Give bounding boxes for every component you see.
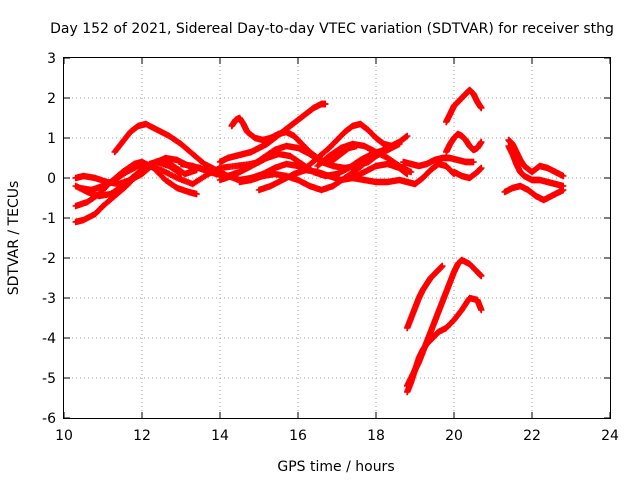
y-axis-label: SDTVAR / TECUs — [6, 181, 22, 296]
x-tick-label: 20 — [445, 428, 463, 444]
x-tick-label: 14 — [211, 428, 229, 444]
series-arc-u — [404, 256, 485, 390]
plot-frame — [63, 57, 611, 419]
series-arc-n — [314, 140, 415, 176]
series-arc-y — [501, 182, 567, 204]
x-tick-label: 12 — [133, 428, 151, 444]
x-tick-label: 22 — [523, 428, 541, 444]
series-arc-i — [216, 100, 329, 166]
y-tick-label: 0 — [47, 171, 56, 187]
series-arc-r — [443, 86, 485, 126]
x-axis-label: GPS time / hours — [277, 459, 394, 475]
series-arc-x — [505, 142, 567, 190]
y-tick-label: -3 — [42, 291, 56, 307]
series-arc-v — [404, 262, 446, 332]
data-point — [478, 306, 485, 314]
data-point — [478, 164, 485, 172]
data-point — [470, 158, 477, 166]
series-arc-s — [450, 164, 485, 182]
data-point — [560, 186, 567, 194]
data-point — [407, 168, 415, 176]
series-arc-o — [349, 160, 458, 188]
data-point — [322, 100, 329, 108]
series-arc-p — [400, 154, 477, 170]
y-tick-label: -1 — [42, 211, 56, 227]
y-tick-label: 1 — [47, 131, 56, 147]
y-tick-label: -4 — [42, 331, 56, 347]
y-tick-label: -2 — [42, 251, 56, 267]
x-tick-label: 24 — [601, 428, 619, 444]
y-tick-label: 2 — [47, 91, 56, 107]
y-tick-label: 3 — [47, 51, 56, 67]
axis-ticks — [63, 57, 611, 419]
y-tick-label: -6 — [42, 411, 56, 427]
data-point — [439, 262, 446, 270]
x-tick-label: 18 — [367, 428, 385, 444]
data-points — [72, 86, 567, 396]
data-point — [404, 132, 411, 140]
y-tick-label: -5 — [42, 371, 56, 387]
x-tick-labels: 10 12 14 16 18 20 22 24 — [55, 428, 619, 444]
data-point — [478, 138, 485, 146]
series-arc-q — [443, 130, 485, 156]
x-tick-label: 16 — [289, 428, 307, 444]
x-tick-label: 10 — [55, 428, 73, 444]
chart-title: Day 152 of 2021, Sidereal Day-to-day VTE… — [50, 21, 614, 37]
y-tick-labels: 3 2 1 0 -1 -2 -3 -4 -5 -6 — [42, 51, 56, 427]
series-arc-w — [505, 136, 567, 180]
series-arc-m — [302, 120, 411, 172]
grid-lines — [64, 58, 610, 418]
data-point — [478, 272, 485, 280]
data-point — [560, 172, 567, 180]
data-point — [478, 104, 485, 112]
data-point — [193, 190, 200, 198]
